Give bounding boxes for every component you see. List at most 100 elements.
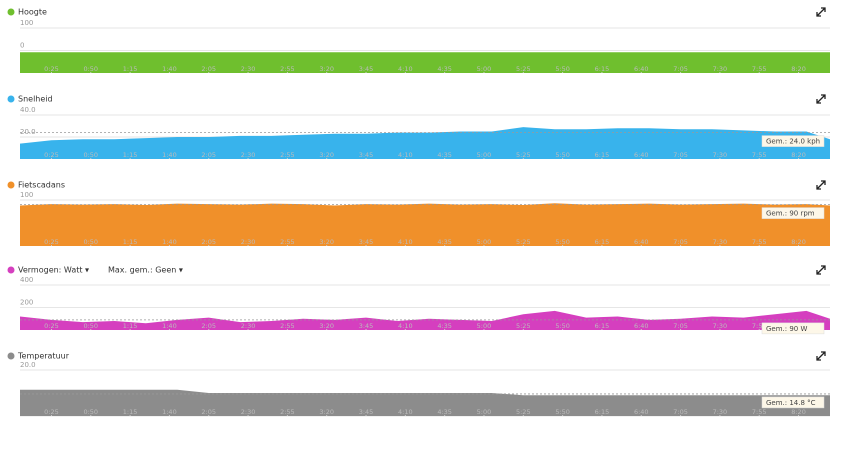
x-tick-label: 4:10 [398, 408, 413, 416]
x-tick-label: 5:00 [477, 65, 492, 73]
y-tick-label: 100 [20, 191, 33, 199]
x-tick-label: 6:15 [595, 151, 610, 159]
x-tick-label: 1:40 [162, 151, 177, 159]
area [20, 310, 830, 330]
x-tick-label: 7:55 [752, 322, 767, 330]
x-tick-label: 7:05 [673, 238, 688, 246]
x-tick-label: 7:55 [752, 151, 767, 159]
x-tick-label: 3:20 [319, 65, 334, 73]
x-tick-label: 7:30 [713, 408, 728, 416]
x-tick-label: 6:15 [595, 238, 610, 246]
expand-icon[interactable] [816, 180, 826, 190]
average-box [761, 207, 825, 219]
area [20, 203, 830, 246]
x-tick-label: 7:30 [713, 65, 728, 73]
x-tick-label: 8:20 [791, 408, 806, 416]
y-tick-label: 20.0 [20, 128, 36, 136]
x-tick-label: 0:25 [44, 322, 59, 330]
x-tick-label: 5:25 [516, 151, 531, 159]
legend-dot [7, 181, 15, 189]
x-tick-label: 4:35 [437, 322, 452, 330]
x-tick-label: 5:25 [516, 65, 531, 73]
x-tick-label: 1:40 [162, 322, 177, 330]
legend-dot [7, 266, 15, 274]
expand-icon[interactable] [816, 7, 826, 17]
x-tick-label: 3:45 [359, 322, 374, 330]
x-tick-label: 7:05 [673, 151, 688, 159]
x-tick-label: 5:25 [516, 322, 531, 330]
area [20, 52, 830, 73]
x-tick-label: 5:00 [477, 322, 492, 330]
chart-panel: Vermogen: Watt ▾ Max. gem.: Geen ▾ 400 200 0… [7, 265, 830, 335]
x-tick-label: 1:15 [123, 408, 138, 416]
x-tick-label: 7:30 [713, 322, 728, 330]
area [20, 389, 830, 416]
x-tick-label: 6:40 [634, 408, 649, 416]
x-tick-label: 0:25 [44, 408, 59, 416]
x-tick-label: 2:30 [241, 65, 256, 73]
x-tick-label: 5:50 [555, 151, 570, 159]
x-tick-label: 1:15 [123, 322, 138, 330]
x-tick-label: 2:55 [280, 151, 295, 159]
x-tick-label: 5:25 [516, 408, 531, 416]
chart-title[interactable]: Vermogen: Watt ▾ [18, 266, 89, 275]
expand-icon[interactable] [816, 265, 826, 275]
x-tick-label: 3:20 [319, 408, 334, 416]
x-tick-label: 6:40 [634, 238, 649, 246]
legend-dot [7, 8, 15, 16]
x-tick-label: 4:10 [398, 65, 413, 73]
x-tick-label: 6:15 [595, 408, 610, 416]
x-tick-label: 4:35 [437, 65, 452, 73]
x-tick-label: 5:00 [477, 408, 492, 416]
y-tick-label: 20.0 [20, 361, 36, 369]
x-tick-label: 0:25 [44, 65, 59, 73]
x-tick-label: 2:55 [280, 238, 295, 246]
x-tick-label: 5:50 [555, 408, 570, 416]
chart-panel: Snelheid 40.0 20.0 0:25 0:50 1:15 1:40 2:05 2:30… [7, 94, 830, 159]
x-tick-label: 5:00 [477, 238, 492, 246]
y-tick-label: 40.0 [20, 106, 36, 114]
x-tick-label: 3:20 [319, 151, 334, 159]
x-tick-label: 3:45 [359, 65, 374, 73]
legend-dot [7, 95, 15, 103]
chart-title: Hoogte [18, 8, 47, 17]
x-tick-label: 1:40 [162, 238, 177, 246]
x-tick-label: 8:20 [791, 65, 806, 73]
x-tick-label: 1:15 [123, 151, 138, 159]
x-tick-label: 2:05 [201, 238, 216, 246]
x-tick-label: 5:50 [555, 322, 570, 330]
area [20, 127, 830, 159]
x-tick-label: 0:50 [83, 65, 98, 73]
x-tick-label: 3:45 [359, 408, 374, 416]
x-tick-label: 2:05 [201, 151, 216, 159]
x-tick-label: 3:45 [359, 238, 374, 246]
x-tick-label: 2:55 [280, 65, 295, 73]
average-box [761, 135, 825, 147]
x-tick-label: 2:55 [280, 408, 295, 416]
x-tick-label: 2:30 [241, 408, 256, 416]
x-tick-label: 2:05 [201, 65, 216, 73]
dropdown[interactable]: Max. gem.: Geen ▾ [108, 266, 183, 275]
x-tick-label: 8:20 [791, 238, 806, 246]
x-tick-label: 0:50 [83, 408, 98, 416]
x-tick-label: 2:05 [201, 322, 216, 330]
expand-icon[interactable] [816, 351, 826, 361]
x-tick-label: 7:55 [752, 65, 767, 73]
average-label: Gem.: 90 rpm [766, 210, 815, 218]
chart-title: Temperatuur [17, 352, 70, 361]
x-tick-label: 1:15 [123, 238, 138, 246]
average-box [761, 396, 825, 409]
x-tick-label: 3:20 [319, 238, 334, 246]
x-tick-label: 7:55 [752, 408, 767, 416]
x-tick-label: 0:50 [83, 151, 98, 159]
x-tick-label: 7:30 [713, 238, 728, 246]
average-label: Gem.: 90 W [766, 325, 807, 333]
x-tick-label: 1:15 [123, 65, 138, 73]
average-label: Gem.: 14.8 °C [766, 399, 816, 407]
chart-title: Fietscadans [18, 181, 65, 190]
legend-dot [7, 352, 15, 360]
x-tick-label: 1:40 [162, 65, 177, 73]
x-tick-label: 4:10 [398, 151, 413, 159]
expand-icon[interactable] [816, 94, 826, 104]
